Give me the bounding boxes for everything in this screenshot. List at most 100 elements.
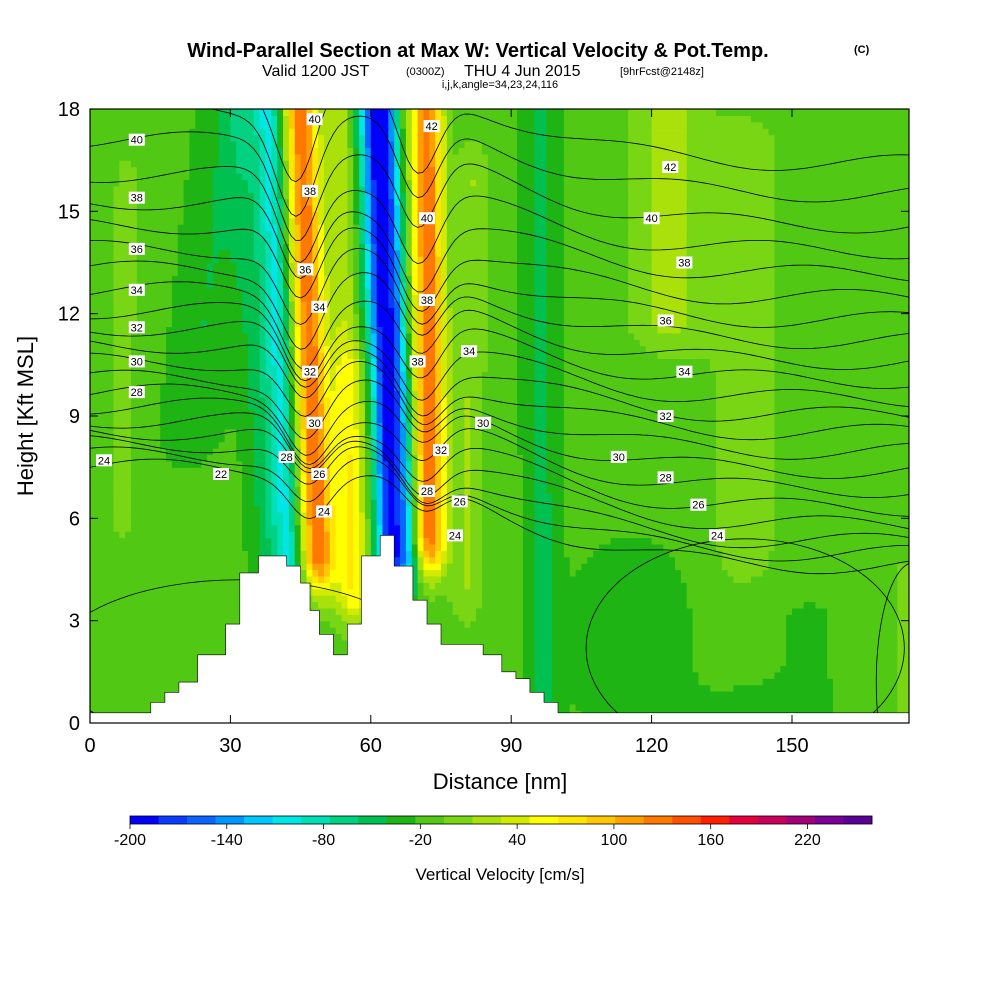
w-cell (739, 620, 746, 628)
w-cell (441, 537, 448, 545)
w-cell (540, 575, 547, 583)
w-cell (838, 582, 846, 590)
w-cell (142, 684, 150, 692)
w-cell (160, 671, 167, 679)
w-cell (628, 499, 635, 507)
w-cell (136, 550, 144, 558)
w-cell (815, 703, 822, 711)
w-cell (563, 556, 571, 564)
w-cell (581, 691, 588, 699)
w-cell (563, 511, 571, 519)
w-cell (294, 518, 302, 526)
w-cell (587, 620, 594, 628)
w-cell (306, 556, 313, 564)
w-cell (441, 582, 448, 590)
w-cell (552, 684, 559, 692)
w-cell (698, 563, 705, 571)
w-cell (610, 601, 618, 609)
w-cell (464, 511, 471, 519)
w-cell (236, 505, 243, 513)
w-cell (774, 659, 781, 667)
w-cell (821, 627, 828, 635)
w-cell (90, 511, 97, 519)
w-cell (329, 531, 337, 539)
w-cell (768, 665, 776, 673)
w-cell (686, 511, 694, 519)
w-cell (552, 569, 559, 577)
w-cell (476, 518, 483, 526)
w-cell (634, 524, 641, 532)
w-cell (581, 601, 588, 609)
w-cell (762, 633, 770, 641)
w-cell (271, 550, 278, 558)
w-cell (885, 633, 893, 641)
w-cell (177, 582, 185, 590)
w-cell (499, 524, 506, 532)
w-cell (786, 652, 793, 660)
w-cell (903, 550, 909, 558)
w-cell (739, 588, 746, 596)
w-cell (686, 569, 694, 577)
w-cell (891, 639, 898, 647)
w-cell (218, 531, 226, 539)
w-cell (236, 595, 243, 603)
w-cell (721, 505, 729, 513)
w-cell (774, 620, 781, 628)
w-cell (283, 505, 290, 513)
w-cell (885, 697, 893, 705)
w-cell (540, 569, 547, 577)
w-cell (142, 569, 150, 577)
w-cell (756, 697, 764, 705)
w-cell (651, 518, 659, 526)
w-cell (552, 575, 559, 583)
w-cell (300, 524, 308, 532)
w-cell (534, 684, 542, 692)
w-cell (780, 633, 787, 641)
w-cell (540, 671, 547, 679)
w-cell (739, 614, 746, 622)
w-cell (897, 627, 904, 635)
w-cell (762, 582, 770, 590)
w-cell (809, 627, 816, 635)
w-cell (154, 665, 161, 673)
w-cell (417, 575, 425, 583)
w-cell (90, 620, 97, 628)
w-cell (827, 620, 834, 628)
w-cell (189, 492, 196, 500)
w-cell (733, 563, 740, 571)
w-cell (183, 569, 191, 577)
w-cell (452, 518, 460, 526)
w-cell (598, 607, 606, 615)
w-cell (715, 671, 723, 679)
w-cell (511, 588, 518, 596)
w-cell (645, 595, 653, 603)
w-cell (511, 614, 518, 622)
w-cell (259, 524, 267, 532)
w-cell (101, 665, 109, 673)
w-cell (142, 588, 150, 596)
w-cell (686, 582, 694, 590)
w-cell (838, 556, 846, 564)
w-cell (604, 601, 612, 609)
w-cell (581, 627, 588, 635)
w-cell (300, 531, 308, 539)
w-cell (675, 697, 682, 705)
w-cell (686, 697, 694, 705)
w-cell (522, 646, 530, 654)
w-cell (751, 537, 758, 545)
w-cell (522, 569, 530, 577)
w-cell (715, 697, 723, 705)
w-cell (598, 588, 606, 596)
w-cell (827, 697, 834, 705)
w-cell (628, 556, 635, 564)
w-cell (792, 703, 799, 711)
w-cell (873, 697, 881, 705)
w-cell (189, 588, 196, 596)
w-cell (598, 703, 606, 711)
w-cell (388, 531, 395, 539)
w-cell (850, 659, 857, 667)
w-cell (745, 595, 752, 603)
w-cell (704, 537, 711, 545)
w-cell (517, 550, 524, 558)
w-cell (838, 607, 846, 615)
